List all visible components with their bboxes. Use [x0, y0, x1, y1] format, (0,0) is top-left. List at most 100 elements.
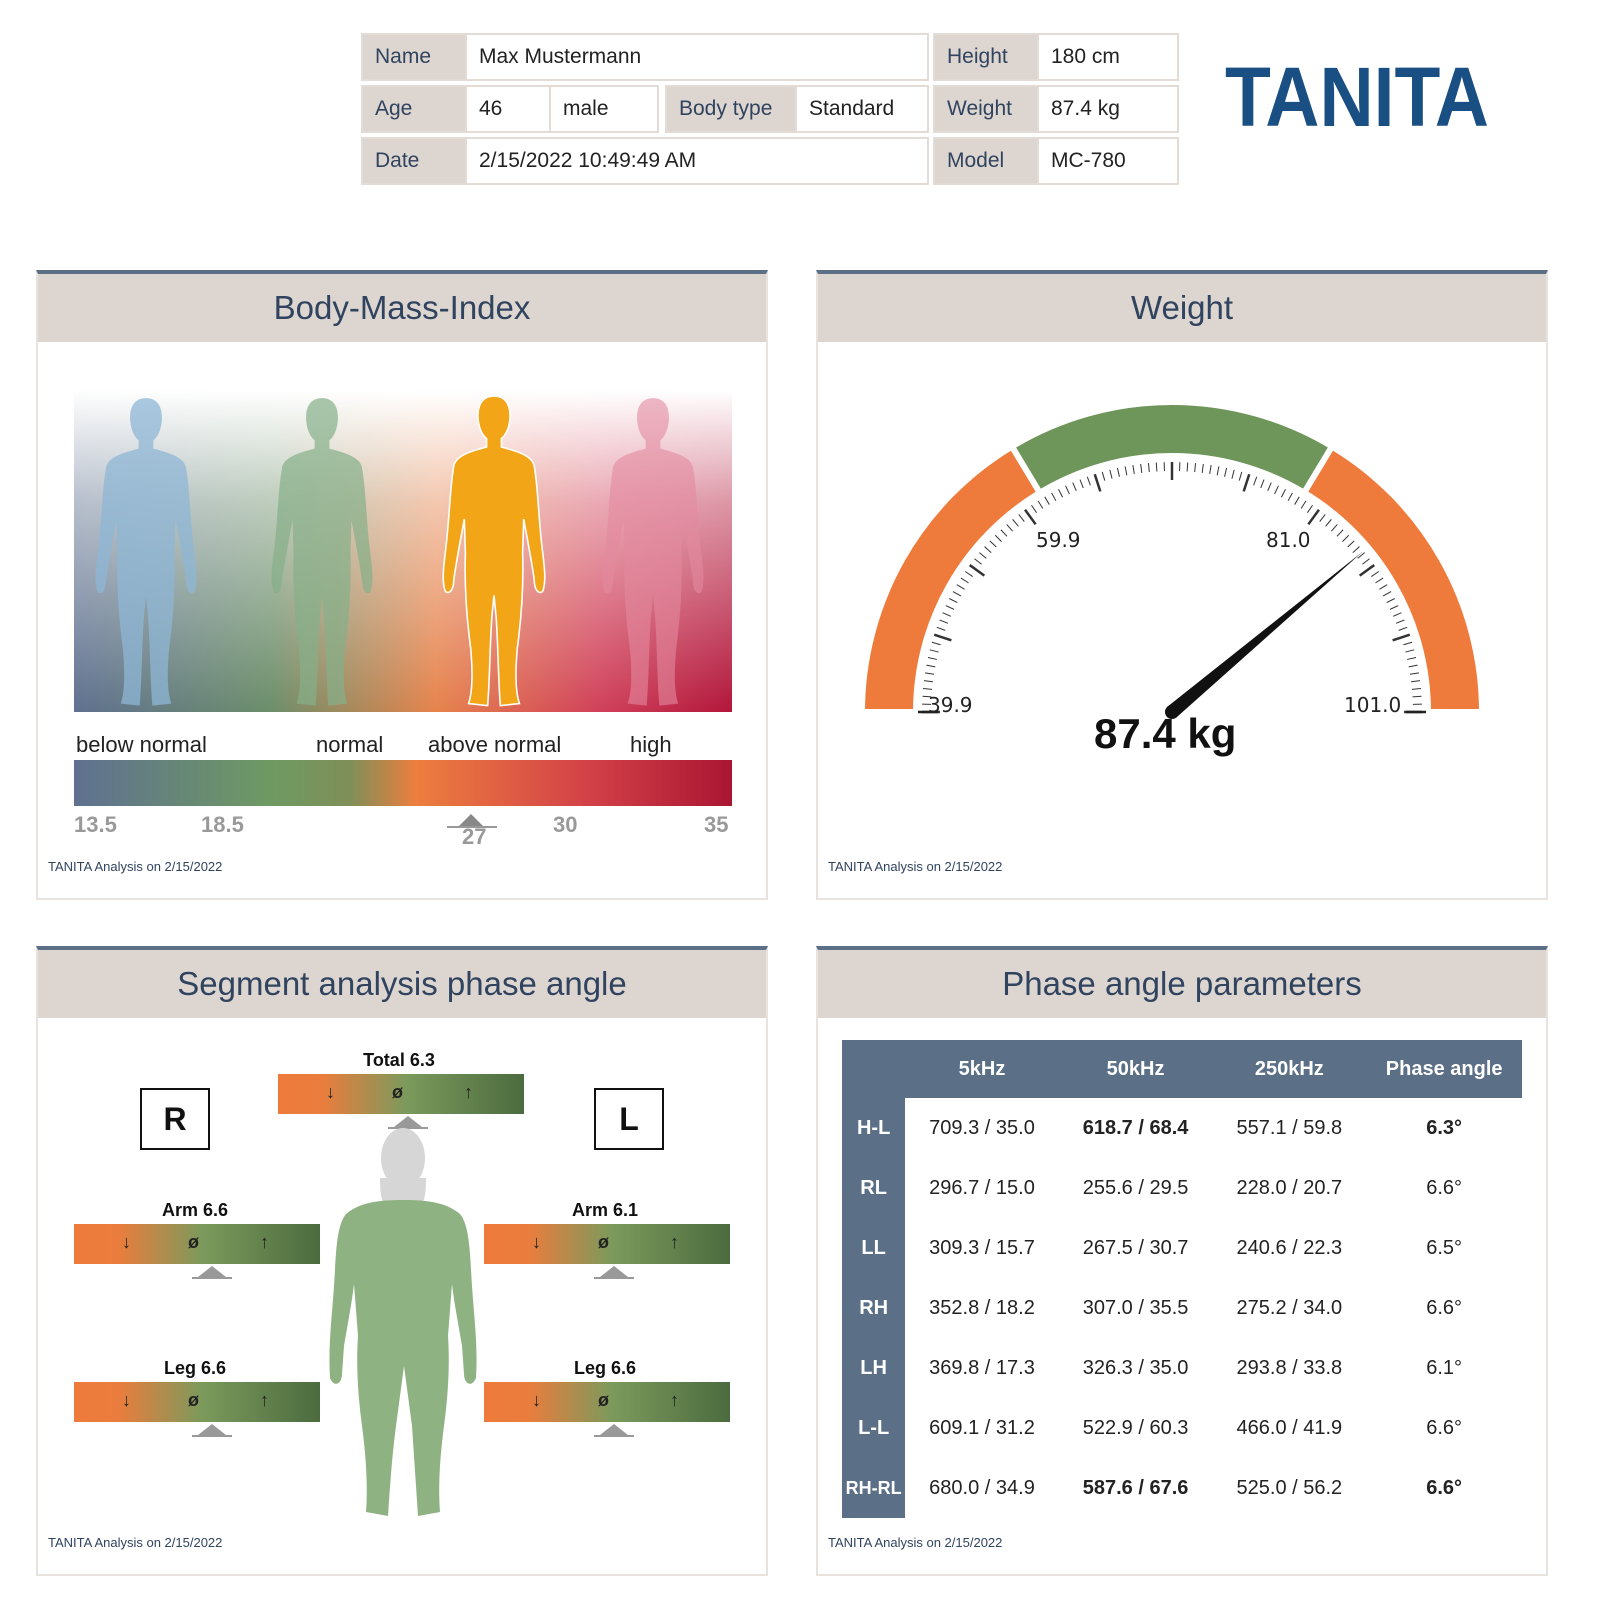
phase-table: 5kHz 50kHz 250kHz Phase angle H-L 709.3 … — [842, 1040, 1522, 1518]
cell: 275.2 / 34.0 — [1236, 1296, 1343, 1319]
gauge-tick — [1274, 485, 1279, 495]
gauge-tick — [1086, 476, 1091, 486]
gauge-tick — [994, 534, 1002, 542]
avg-icon: ø — [598, 1232, 609, 1252]
phase-col-250khz: 250kHz — [1212, 1040, 1367, 1098]
gauge-tick — [960, 577, 969, 584]
phase-col-segment — [842, 1040, 906, 1098]
gauge-tick — [1024, 509, 1037, 526]
gauge-tick — [1006, 524, 1013, 532]
name-label: Name — [361, 33, 467, 81]
gauge-tick — [956, 584, 965, 590]
gauge-tick — [1347, 540, 1355, 548]
gauge-tick — [1325, 519, 1332, 527]
weight-label: Weight — [933, 85, 1039, 133]
gauge-tick — [1375, 577, 1384, 584]
gauge-tick — [1155, 462, 1158, 472]
bmi-tick-13-5: 13.5 — [74, 812, 117, 837]
age-label: Age — [361, 85, 467, 133]
gauge-tick — [1140, 463, 1143, 473]
table-row: RL 296.7 / 15.0 255.6 / 29.5 228.0 / 20.… — [842, 1158, 1522, 1218]
gauge-tick — [945, 605, 955, 610]
weight-footer: TANITA Analysis on 2/15/2022 — [828, 859, 1003, 874]
gauge-tick — [929, 649, 939, 653]
gauge-tick — [979, 552, 987, 559]
gauge-tick — [1147, 463, 1150, 473]
high-arrow-icon: ↑ — [260, 1232, 269, 1252]
low-arrow-icon: ↓ — [326, 1082, 335, 1102]
bmi-tick-27: 27 — [462, 824, 487, 849]
right-leg-bar: ↓ ø ↑ — [74, 1382, 320, 1422]
gauge-tick — [1392, 612, 1402, 617]
gauge-tick — [923, 687, 933, 690]
gauge-needle-hub — [1165, 705, 1179, 719]
table-row: H-L 709.3 / 35.0 618.7 / 68.4 557.1 / 59… — [842, 1098, 1522, 1158]
row-header: LL — [842, 1218, 906, 1278]
cell: 240.6 / 22.3 — [1236, 1236, 1343, 1259]
gauge-tick — [1116, 467, 1120, 477]
date-value: 2/15/2022 10:49:49 AM — [465, 137, 929, 185]
cell: 6.6° — [1426, 1296, 1463, 1319]
bmi-panel: Body-Mass-Index below norma — [36, 270, 768, 900]
gauge-tick — [1186, 462, 1189, 472]
left-arm-bar: ↓ ø ↑ — [484, 1224, 730, 1264]
gauge-tick — [939, 619, 949, 624]
gauge-tick — [1242, 473, 1251, 492]
svg-text:TANITA: TANITA — [1225, 58, 1489, 132]
table-row: RH 352.8 / 18.2 307.0 / 35.5 275.2 / 34.… — [842, 1278, 1522, 1338]
gauge-tick — [1079, 479, 1084, 489]
cell: 228.0 / 20.7 — [1236, 1176, 1343, 1199]
gauge-tick-label-101-0: 101.0 — [1344, 693, 1401, 717]
low-arrow-icon: ↓ — [532, 1232, 541, 1252]
bmi-tick-18-5: 18.5 — [201, 812, 244, 837]
left-arm-marker — [600, 1266, 628, 1277]
avg-icon: ø — [188, 1390, 199, 1410]
gauge-tick — [1209, 464, 1212, 475]
gauge-tick — [1201, 463, 1204, 473]
phase-col-phase-angle: Phase angle — [1366, 1040, 1522, 1098]
gauge-tick — [1072, 482, 1077, 492]
bmi-figures — [74, 390, 732, 712]
gauge-tick — [1065, 485, 1070, 495]
gauge-tick — [924, 672, 935, 675]
gauge-tick — [936, 626, 946, 631]
table-row: L-L 609.1 / 31.2 522.9 / 60.3 466.0 / 41… — [842, 1398, 1522, 1458]
gauge-tick — [1357, 552, 1365, 559]
cell: 6.3° — [1426, 1116, 1463, 1139]
row-header: L-L — [842, 1398, 906, 1458]
gauge-tick — [1260, 479, 1265, 489]
cell: 6.6° — [1426, 1176, 1463, 1199]
low-arrow-icon: ↓ — [532, 1390, 541, 1410]
total-marker — [394, 1116, 422, 1127]
gauge-tick — [1037, 500, 1044, 509]
cell: 609.1 / 31.2 — [929, 1416, 1035, 1439]
age-value: 46 — [465, 85, 551, 133]
gauge-tick — [1216, 466, 1220, 476]
gauge-tick — [1101, 471, 1106, 481]
gauge-tick — [1395, 619, 1405, 624]
avg-icon: ø — [188, 1232, 199, 1252]
bmi-cat-high: high — [630, 732, 672, 757]
gauge-tick — [984, 546, 992, 553]
gauge-tick — [1336, 529, 1344, 537]
gauge-tick — [927, 656, 937, 660]
low-arrow-icon: ↓ — [122, 1232, 131, 1252]
gauge-tick — [931, 641, 941, 646]
high-arrow-icon: ↑ — [260, 1390, 269, 1410]
bmi-tick-30: 30 — [553, 812, 578, 837]
cell: 309.3 / 15.7 — [929, 1236, 1035, 1259]
gauge-tick — [964, 571, 973, 577]
cell: 522.9 / 60.3 — [1082, 1416, 1189, 1439]
cell: 307.0 / 35.5 — [1082, 1296, 1189, 1319]
gauge-tick — [989, 540, 997, 548]
gauge-tick — [1398, 626, 1408, 631]
gauge-tick — [1379, 584, 1388, 590]
left-arm-label: Arm 6.1 — [571, 1200, 639, 1220]
table-row: RH-RL 680.0 / 34.9 587.6 / 67.6 525.0 / … — [842, 1458, 1522, 1518]
model-value: MC-780 — [1037, 137, 1179, 185]
gauge-tick — [1392, 633, 1411, 642]
cell: 557.1 / 59.8 — [1236, 1116, 1343, 1139]
cell: 255.6 / 29.5 — [1082, 1176, 1189, 1199]
left-leg-bar: ↓ ø ↑ — [484, 1382, 730, 1422]
gauge-tick — [1411, 687, 1421, 690]
